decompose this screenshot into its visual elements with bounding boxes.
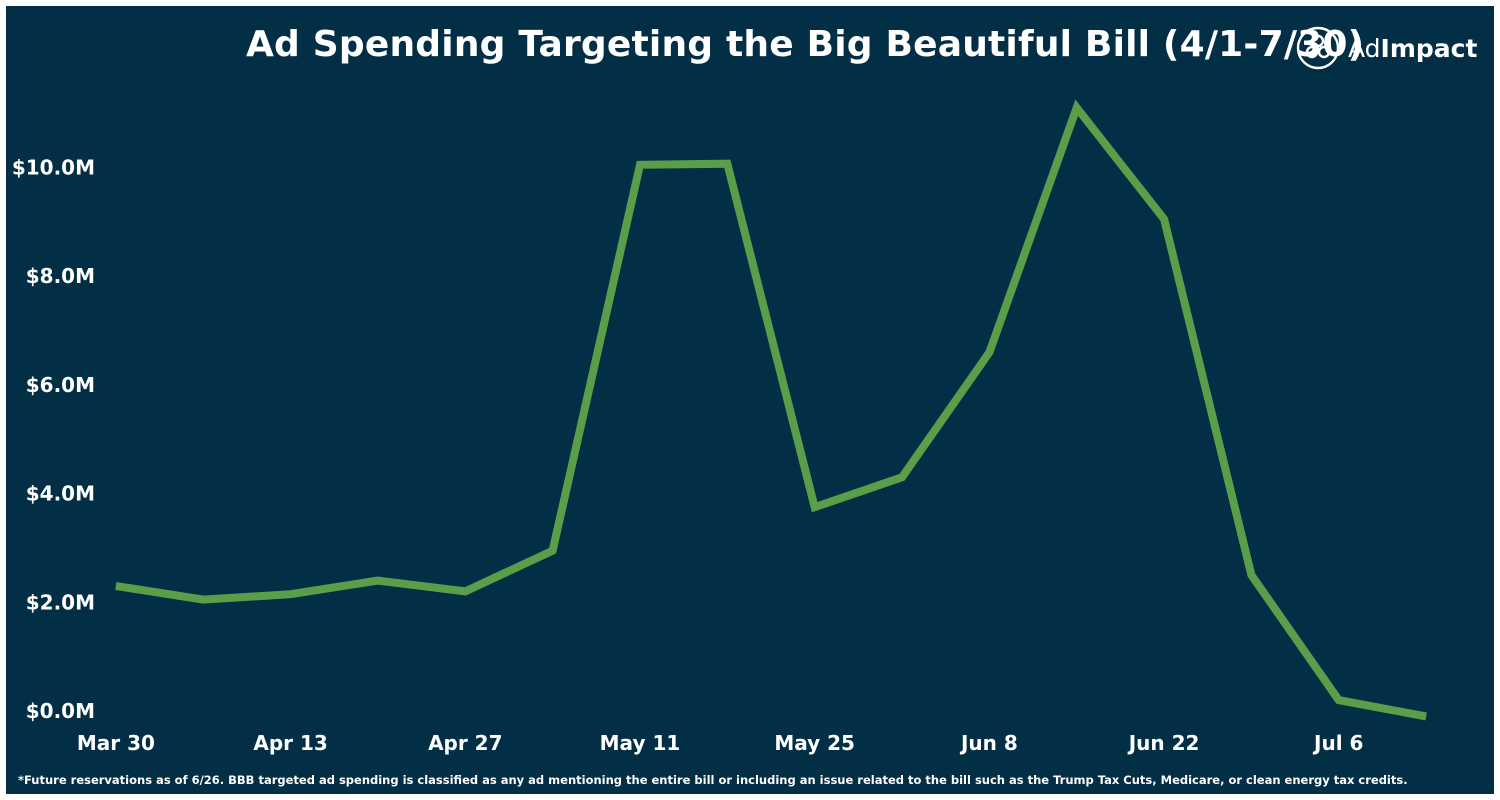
adimpact-logo-icon — [1296, 26, 1340, 70]
x-tick-label: May 25 — [774, 731, 855, 755]
data-point — [639, 164, 641, 166]
data-point — [1076, 107, 1078, 109]
y-tick-label: $8.0M — [26, 264, 95, 288]
data-point — [1338, 699, 1340, 701]
data-point — [290, 593, 292, 595]
y-tick-label: $2.0M — [26, 590, 95, 614]
x-tick-label: Apr 13 — [253, 731, 327, 755]
logo-text-ad: Ad — [1348, 33, 1381, 63]
data-point — [1163, 218, 1165, 220]
data-point — [552, 550, 554, 552]
data-point — [377, 580, 379, 582]
x-tick-label: Mar 30 — [77, 731, 155, 755]
data-point — [988, 351, 990, 353]
logo-wordmark: AdImpact — [1348, 34, 1477, 63]
data-point — [115, 585, 117, 587]
y-tick-label: $0.0M — [26, 699, 95, 723]
x-tick-label: Apr 27 — [428, 731, 502, 755]
chart-frame: Ad Spending Targeting the Big Beautiful … — [6, 6, 1494, 794]
x-tick-label: May 11 — [600, 731, 681, 755]
line-chart: $0.0M $2.0M $4.0M $6.0M $8.0M $10.0M Mar 30 Ap… — [12, 99, 1427, 755]
data-point — [1250, 574, 1252, 576]
chart-title: Ad Spending Targeting the Big Beautiful … — [246, 24, 1365, 65]
data-point — [202, 599, 204, 601]
data-point — [464, 590, 466, 592]
x-tick-label: Jul 6 — [1312, 731, 1363, 755]
x-tick-label: Jun 22 — [1127, 731, 1200, 755]
series-layer — [115, 99, 1427, 721]
footnote: *Future reservations as of 6/26. BBB tar… — [18, 773, 1408, 787]
y-tick-label: $4.0M — [26, 482, 95, 506]
data-point — [814, 506, 816, 508]
data-point — [726, 163, 728, 165]
x-tick-label: Jun 8 — [959, 731, 1018, 755]
data-point — [1425, 715, 1427, 717]
y-tick-label: $6.0M — [26, 373, 95, 397]
data-point — [901, 476, 903, 478]
series-line — [115, 99, 1427, 721]
y-axis: $0.0M $2.0M $4.0M $6.0M $8.0M $10.0M — [12, 156, 95, 723]
y-tick-label: $10.0M — [12, 156, 95, 180]
x-axis: Mar 30 Apr 13 Apr 27 May 11 May 25 Jun 8 Jun 2… — [77, 731, 1364, 755]
logo-text-impact: Impact — [1380, 33, 1478, 63]
adimpact-logo: AdImpact — [1296, 24, 1477, 72]
